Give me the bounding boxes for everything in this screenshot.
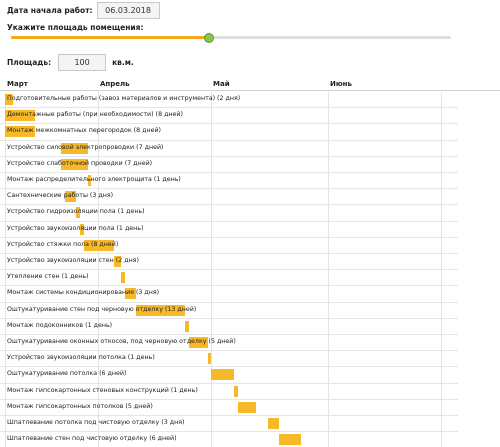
gantt-task-row[interactable]: Устройство слаботочной проводки (7 дней) [0, 157, 458, 173]
gantt-task-label: Сантехнические работы (3 дня) [7, 192, 114, 200]
gantt-task-label: Монтаж межкомнатных перегородок (8 дней) [7, 127, 162, 135]
area-row: Площадь: 100 кв.м. [7, 54, 134, 71]
gantt-chart: Подготовительные работы (завоз материало… [0, 92, 500, 447]
start-date-label: Дата начала работ: [7, 6, 93, 15]
slider-fill [11, 36, 209, 39]
gantt-task-label: Монтаж распределительного электрощита (1… [7, 176, 181, 183]
gantt-task-label: Устройство стяжки пола (8 дней) [7, 240, 119, 248]
gantt-bar[interactable] [267, 418, 279, 429]
gantt-task-label: Устройство звукоизоляции потолка (1 день… [7, 354, 155, 362]
gantt-task-row[interactable]: Монтаж системы кондиционирования (3 дня) [0, 286, 458, 303]
gantt-bar[interactable] [113, 256, 122, 267]
gantt-task-label: Устройство гидроизоляции пола (1 день) [7, 208, 145, 216]
gantt-bar[interactable] [211, 369, 234, 381]
gantt-bar[interactable] [237, 401, 257, 413]
area-caption: Укажите площадь помещения: [7, 23, 144, 32]
gantt-task-label: Шпатлевание потолка под чистовую отделку… [7, 419, 185, 426]
gantt-task-label: Монтаж гипсокартонных стеновых конструкц… [7, 386, 198, 394]
gantt-bar[interactable] [5, 126, 35, 138]
gantt-task-row[interactable]: Подготовительные работы (завоз материало… [0, 92, 458, 109]
month-april: Апрель [100, 80, 130, 88]
gantt-task-row[interactable]: Оштукатуривание потолка (6 дней) [0, 367, 458, 384]
gantt-bar[interactable] [207, 353, 212, 365]
gantt-task-row[interactable]: Шпатлевание потолка под чистовую отделку… [0, 416, 458, 433]
gantt-task-label: Устройство силовой электропроводки (7 дн… [7, 143, 164, 151]
gantt-bar[interactable] [61, 158, 88, 170]
gantt-task-row[interactable]: Оштукатуривание оконных откосов, под чер… [0, 335, 458, 352]
gantt-task-row[interactable]: Устройство звукоизоляции пола (1 день) [0, 222, 458, 238]
gantt-bar[interactable] [76, 207, 80, 219]
gantt-task-row[interactable]: Монтаж подоконников (1 день) [0, 319, 458, 335]
gantt-task-row[interactable]: Устройство звукоизоляции стен (2 дня) [0, 254, 458, 271]
slider-handle[interactable] [204, 33, 214, 43]
gantt-task-row[interactable]: Устройство стяжки пола (8 дней) [0, 238, 458, 254]
gantt-bar[interactable] [61, 142, 88, 154]
gantt-task-row[interactable]: Оштукатуривание стен под черновую отделк… [0, 303, 458, 319]
gantt-task-label: Устройство звукоизоляции стен (2 дня) [7, 257, 139, 264]
gantt-task-row[interactable]: Устройство гидроизоляции пола (1 день) [0, 205, 458, 222]
gantt-task-row[interactable]: Монтаж гипсокартонных стеновых конструкц… [0, 384, 458, 400]
gantt-task-label: Демонтажные работы (при необходимости) (… [7, 111, 183, 119]
gantt-bar[interactable] [87, 175, 92, 186]
gantt-timeline-header: Март Апрель Май Июнь [0, 79, 500, 91]
gantt-task-row[interactable]: Монтаж гипсокартонных потолков (5 дней) [0, 400, 458, 416]
gantt-task-label: Устройство слаботочной проводки (7 дней) [7, 159, 153, 167]
gantt-bar[interactable] [80, 223, 84, 235]
area-unit-label: кв.м. [112, 58, 134, 67]
gantt-task-row[interactable]: Сантехнические работы (3 дня) [0, 189, 458, 206]
gantt-task-label: Оштукатуривание стен под черновую отделк… [7, 305, 197, 313]
gantt-task-label: Монтаж подоконников (1 день) [7, 321, 113, 329]
gantt-task-label: Шпатлевание стен под чистовую отделку (6… [7, 435, 177, 443]
gantt-task-label: Монтаж гипсокартонных потолков (5 дней) [7, 402, 153, 410]
gantt-task-label: Утепление стен (1 день) [7, 273, 89, 281]
gantt-bar[interactable] [83, 239, 114, 251]
gantt-bar[interactable] [5, 94, 13, 105]
month-may: Май [213, 80, 230, 88]
slider-rail[interactable] [11, 36, 451, 39]
gantt-bar[interactable] [136, 304, 185, 316]
gantt-task-label: Оштукатуривание потолка (6 дней) [7, 370, 127, 378]
gantt-task-label: Монтаж системы кондиционирования (3 дня) [7, 289, 160, 297]
gantt-bar[interactable] [125, 288, 137, 300]
gantt-bar[interactable] [185, 320, 189, 332]
gantt-task-row[interactable]: Шпатлевание стен под чистовую отделку (6… [0, 432, 458, 447]
start-date-input[interactable]: 06.03.2018 [96, 2, 160, 19]
month-june: Июнь [330, 80, 352, 88]
gantt-bar[interactable] [5, 110, 35, 122]
gantt-bar[interactable] [188, 337, 208, 348]
gantt-task-row[interactable]: Утепление стен (1 день) [0, 270, 458, 287]
gantt-task-label: Подготовительные работы (завоз материало… [7, 95, 241, 102]
gantt-bar[interactable] [278, 434, 302, 446]
gantt-task-row[interactable]: Демонтажные работы (при необходимости) (… [0, 108, 458, 125]
month-march: Март [7, 80, 28, 88]
area-slider[interactable] [11, 33, 451, 43]
gantt-bar[interactable] [65, 191, 77, 203]
gantt-task-row[interactable]: Устройство звукоизоляции потолка (1 день… [0, 351, 458, 368]
area-label: Площадь: [7, 58, 52, 67]
start-date-row: Дата начала работ: 06.03.2018 [7, 0, 160, 21]
gantt-task-row[interactable]: Монтаж распределительного электрощита (1… [0, 173, 458, 190]
gantt-task-label: Оштукатуривание оконных откосов, под чер… [7, 338, 236, 345]
area-input[interactable]: 100 [58, 54, 107, 71]
gantt-task-row[interactable]: Монтаж межкомнатных перегородок (8 дней) [0, 124, 458, 141]
gantt-bar[interactable] [121, 272, 125, 284]
gantt-task-row[interactable]: Устройство силовой электропроводки (7 дн… [0, 141, 458, 157]
gantt-task-label: Устройство звукоизоляции пола (1 день) [7, 224, 144, 232]
gantt-bar[interactable] [233, 385, 238, 397]
